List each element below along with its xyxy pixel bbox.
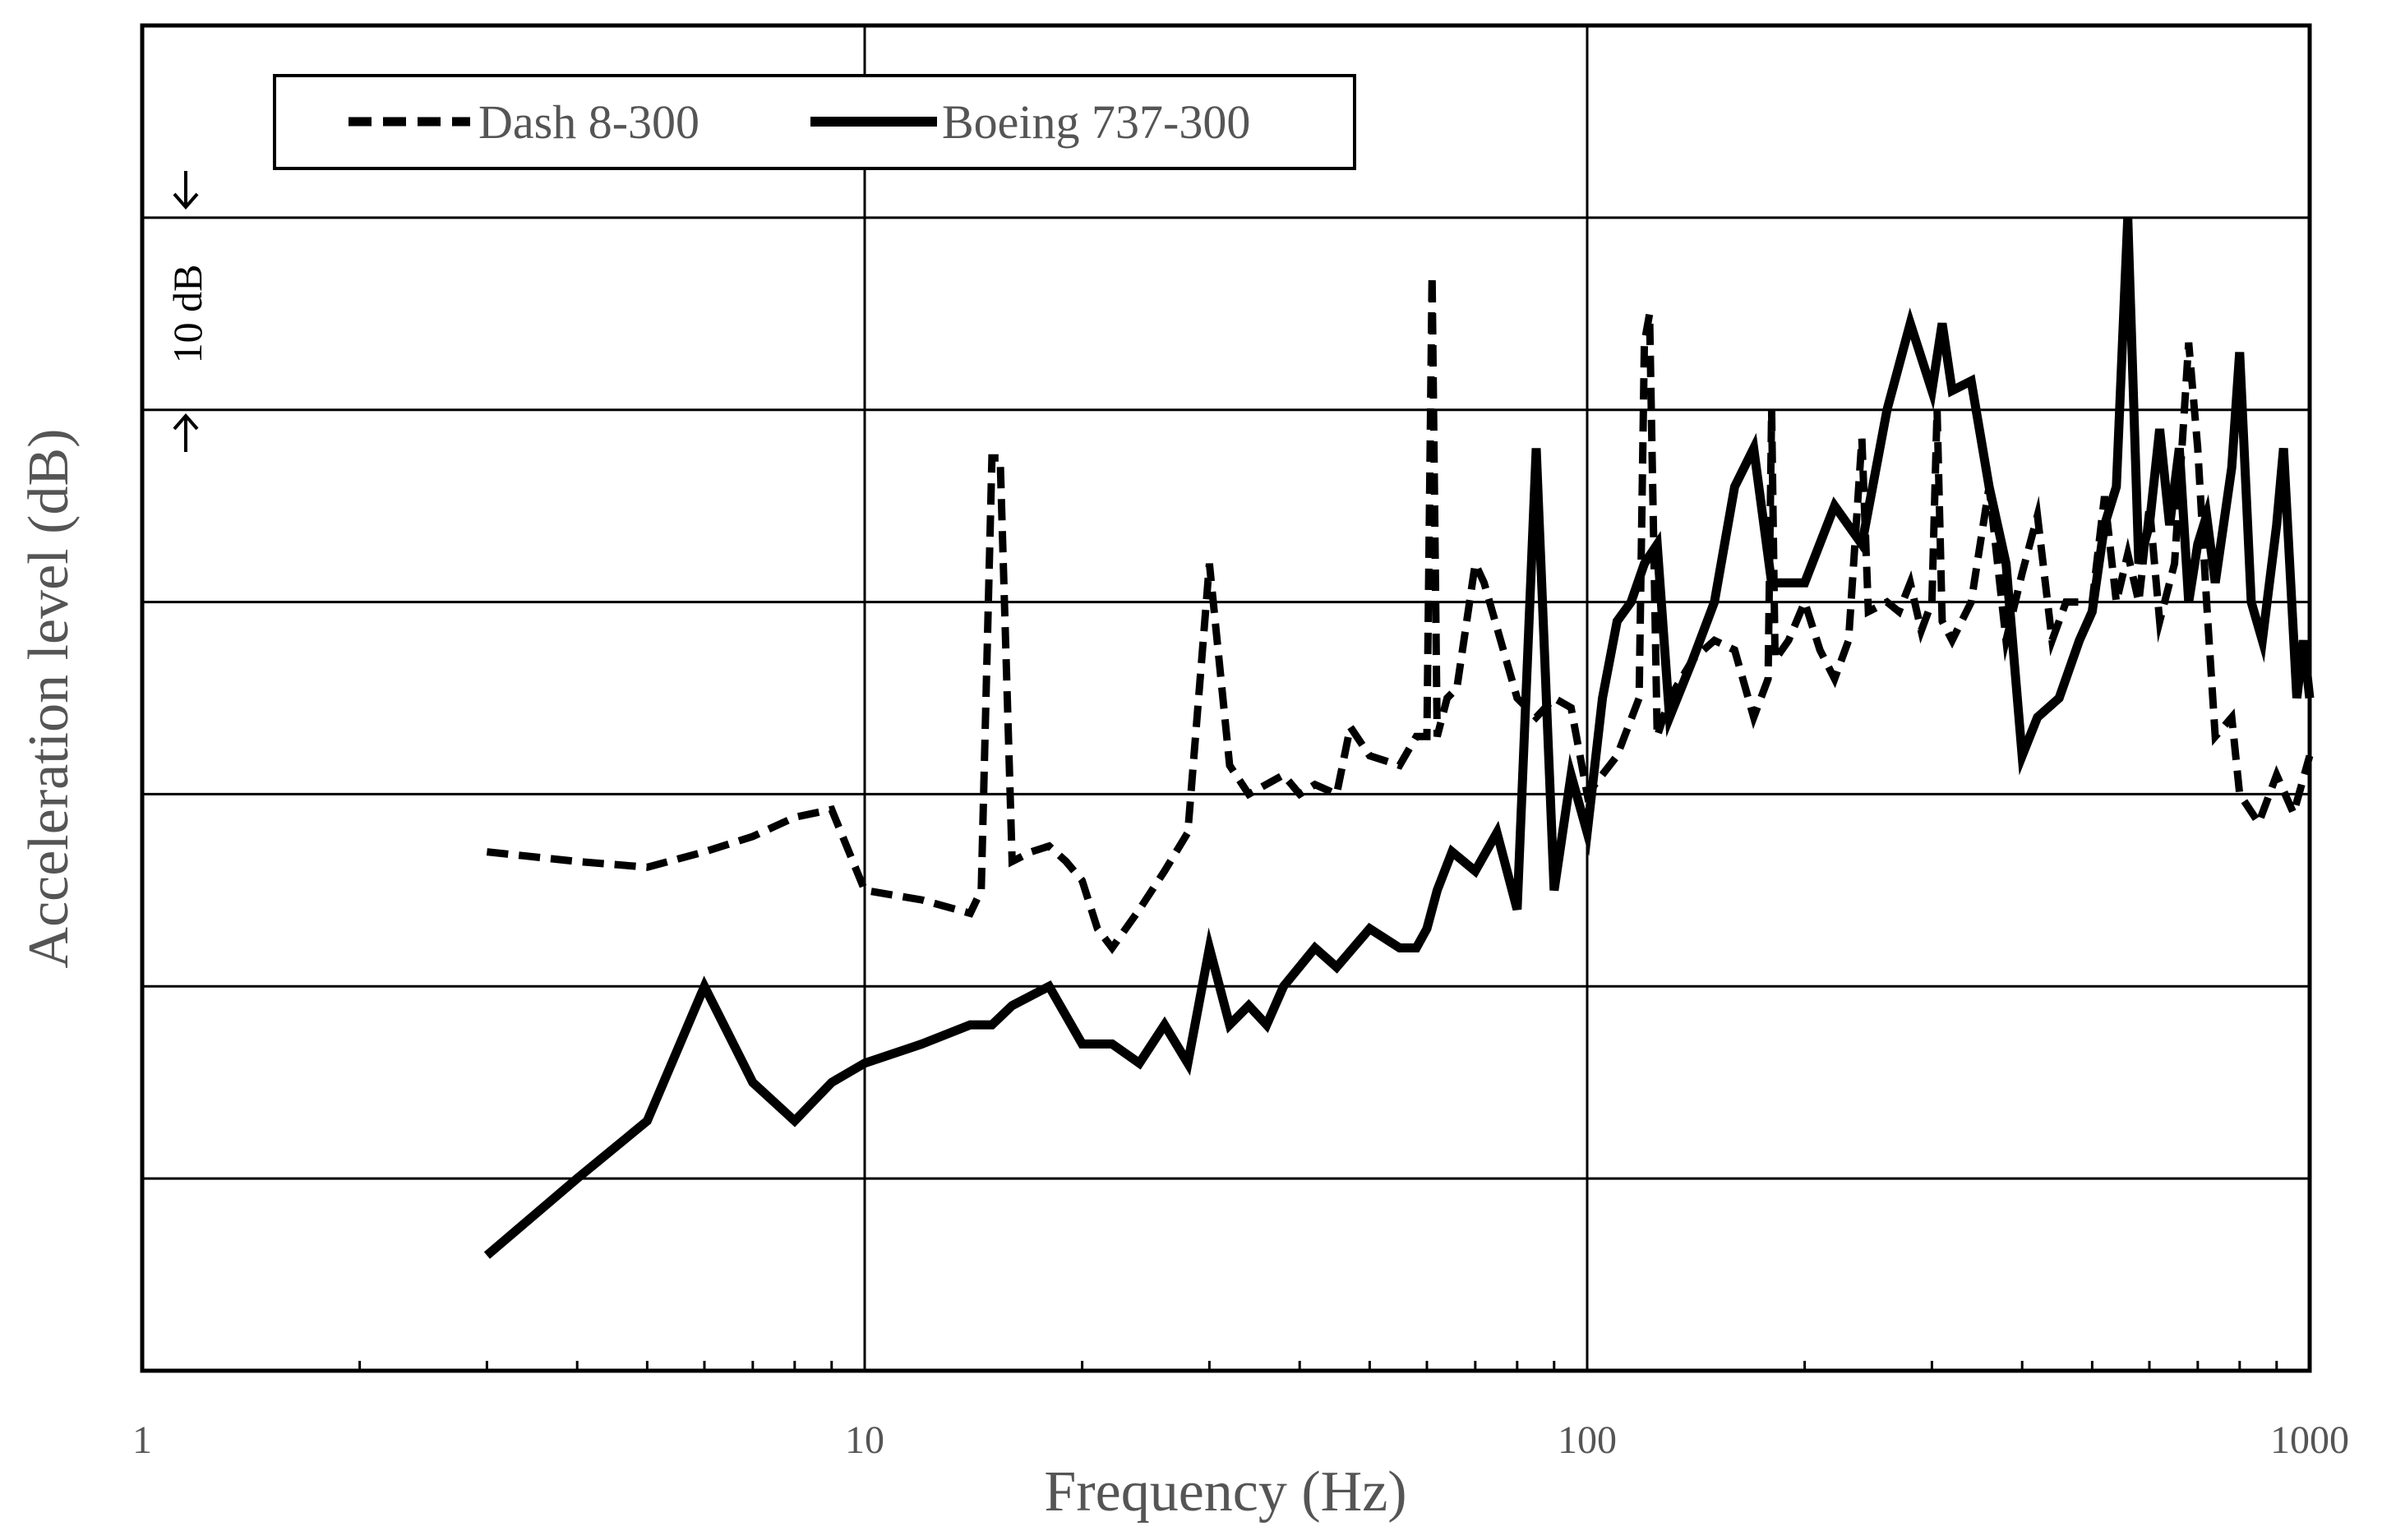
x-tick-label: 10 [845, 1418, 884, 1462]
x-tick-label: 1 [132, 1418, 152, 1462]
scale-bar-top-arrow-head [173, 192, 199, 210]
x-axis-title: Frequency (Hz) [1044, 1460, 1406, 1524]
y-axis-title: Acceleration level (dB) [17, 429, 81, 969]
series-line-boeing-737-300 [483, 217, 2315, 1259]
x-tick-label: 1000 [2270, 1418, 2349, 1462]
x-tick-labels: 1 10 100 1000 [132, 1418, 2349, 1462]
x-tick-label: 100 [1558, 1418, 1617, 1462]
scale-bar-label: 10 dB [164, 265, 210, 364]
scale-bar-bottom-arrow-head [173, 413, 199, 431]
scale-bar: 10 dB [164, 171, 210, 452]
legend-label-boeing-737-300: Boeing 737-300 [942, 95, 1250, 149]
series-layer [483, 217, 2315, 1259]
legend: Dash 8-300 Boeing 737-300 [273, 74, 1356, 170]
legend-label-dash-8-300: Dash 8-300 [478, 95, 699, 149]
